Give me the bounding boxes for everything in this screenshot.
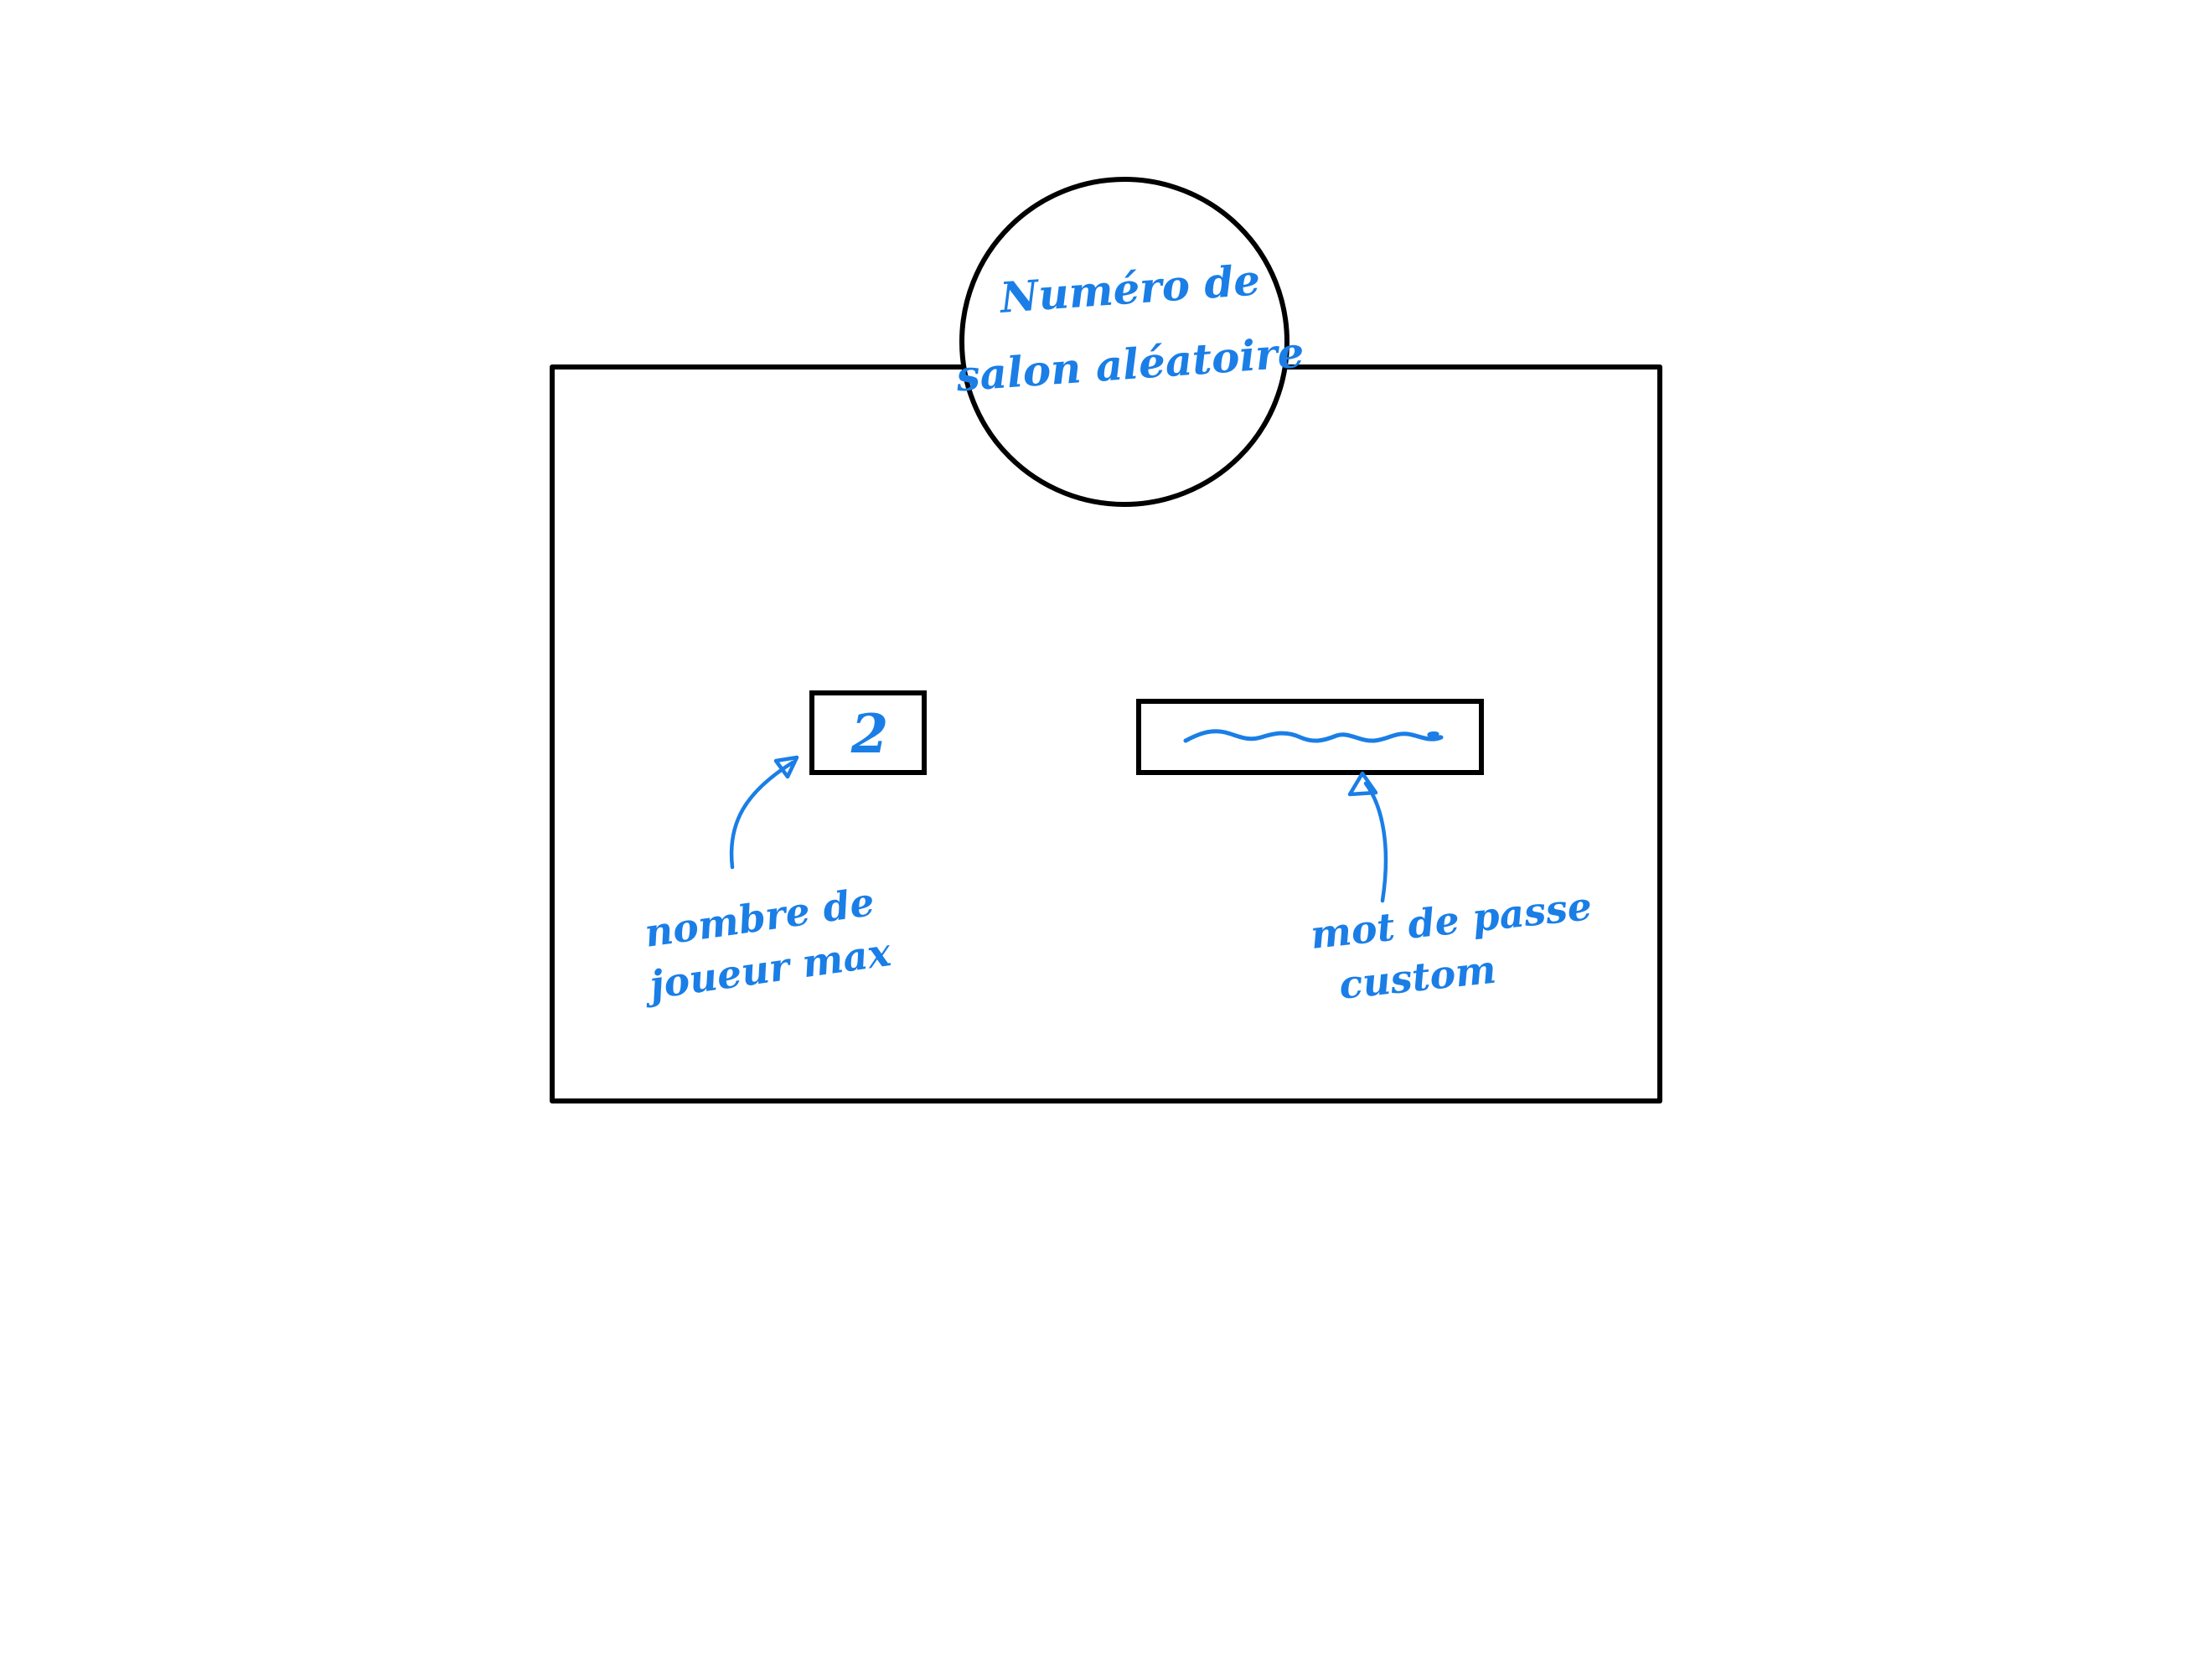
room-number-circle[interactable] <box>959 177 1289 507</box>
password-annotation-line2: custom <box>1337 947 1499 1008</box>
max-players-value: 2 <box>850 703 889 766</box>
max-players-arrowhead <box>773 755 799 779</box>
password-annotation-line1: mot de passe <box>1309 883 1594 958</box>
password-arrow <box>1363 781 1388 903</box>
password-arrowhead <box>1347 771 1378 797</box>
max-players-input[interactable] <box>809 690 927 775</box>
max-players-arrow <box>729 760 795 870</box>
password-scribble <box>1183 729 1444 743</box>
